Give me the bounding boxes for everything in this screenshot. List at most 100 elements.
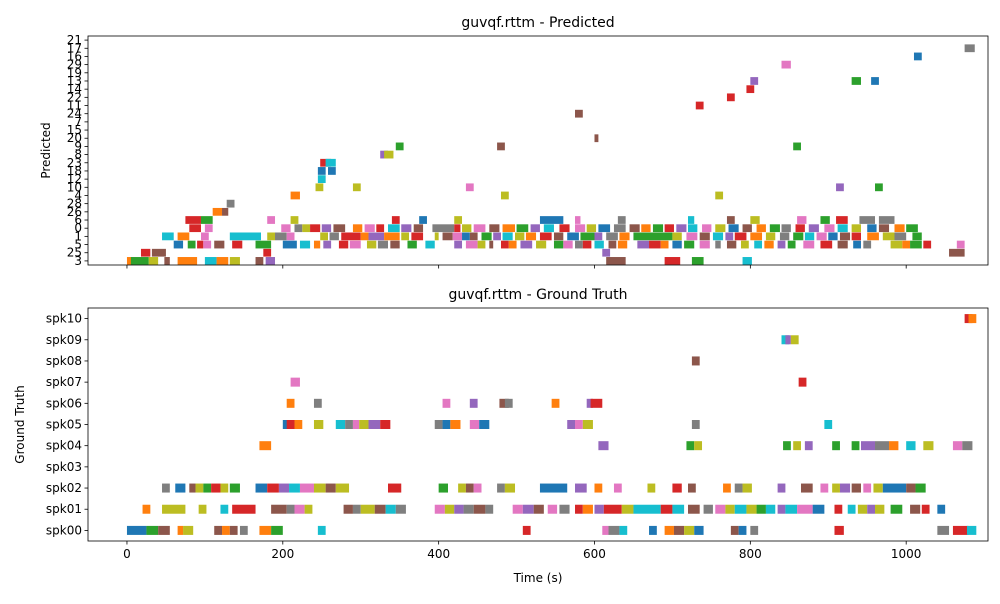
segment xyxy=(964,44,975,53)
segment xyxy=(259,441,272,451)
segment xyxy=(824,224,835,233)
y-tick-label: spk01 xyxy=(46,502,82,516)
segment xyxy=(867,224,877,233)
segment xyxy=(222,525,230,535)
x-tick-label: 600 xyxy=(583,547,606,561)
y-tick-label: 26 xyxy=(67,205,82,219)
segment xyxy=(860,441,876,451)
segment xyxy=(434,504,445,514)
segment xyxy=(575,240,583,249)
segment xyxy=(804,232,815,241)
segment xyxy=(313,420,324,429)
segment xyxy=(384,232,400,241)
segment xyxy=(395,142,404,151)
segment xyxy=(317,175,326,184)
y-tick-label: spk10 xyxy=(46,312,82,326)
segment xyxy=(452,232,463,241)
segment xyxy=(851,441,860,451)
segment xyxy=(764,240,774,249)
segment xyxy=(469,420,480,429)
segment xyxy=(756,504,766,514)
segment xyxy=(473,224,486,233)
segment xyxy=(629,224,640,233)
segment xyxy=(289,483,300,493)
segment xyxy=(395,504,406,514)
segment xyxy=(875,183,883,192)
x-tick-label: 800 xyxy=(739,547,762,561)
segment xyxy=(824,420,833,429)
segment xyxy=(352,420,360,429)
segment xyxy=(220,483,229,493)
segment xyxy=(302,224,311,233)
segment xyxy=(777,483,786,493)
segment xyxy=(530,224,540,233)
segment xyxy=(553,232,564,241)
segment xyxy=(742,257,752,265)
y-axis-label: Ground Truth xyxy=(13,385,27,463)
segment xyxy=(882,232,895,241)
segment xyxy=(637,240,650,249)
segment xyxy=(851,77,861,85)
segment xyxy=(664,224,674,233)
segment xyxy=(878,224,890,233)
segment xyxy=(320,158,326,167)
segment xyxy=(502,232,513,241)
segment xyxy=(281,224,291,233)
segment xyxy=(130,257,149,265)
segment xyxy=(598,441,609,451)
segment xyxy=(875,504,885,514)
segment xyxy=(688,483,696,493)
segment xyxy=(837,240,848,249)
segment xyxy=(547,504,558,514)
segment xyxy=(836,183,844,192)
segment xyxy=(647,483,656,493)
y-tick-label: 20 xyxy=(67,131,82,145)
segment xyxy=(575,420,583,429)
segment xyxy=(321,224,332,233)
y-tick-label: 29 xyxy=(67,58,82,72)
segment xyxy=(820,240,833,249)
segment xyxy=(500,191,509,200)
segment xyxy=(328,167,336,175)
segment xyxy=(952,441,963,451)
segment xyxy=(539,216,564,224)
y-tick-label: 0 xyxy=(74,221,82,235)
segment xyxy=(890,504,903,514)
segment xyxy=(175,483,186,493)
axes-frame xyxy=(87,35,989,266)
y-tick-label: spk02 xyxy=(46,481,82,495)
segment xyxy=(335,483,350,493)
y-tick-label: spk06 xyxy=(46,396,82,410)
segment xyxy=(515,232,525,241)
segment xyxy=(594,240,604,249)
segment xyxy=(290,377,300,387)
segment xyxy=(364,224,375,233)
y-tick-label: 5 xyxy=(74,238,82,252)
segment xyxy=(267,483,279,493)
y-tick-label: 21 xyxy=(67,33,82,47)
y-tick-label: 10 xyxy=(67,180,82,194)
segment xyxy=(173,240,184,249)
segment xyxy=(785,504,798,514)
segment xyxy=(699,240,710,249)
segments-0 xyxy=(126,44,975,265)
segment xyxy=(481,232,492,241)
segment xyxy=(226,199,235,208)
segment xyxy=(473,483,482,493)
segment xyxy=(715,224,726,233)
segment xyxy=(894,224,905,233)
segment xyxy=(450,420,461,429)
segment xyxy=(567,232,579,241)
segment xyxy=(820,483,829,493)
segment xyxy=(746,504,757,514)
segment xyxy=(329,232,339,241)
segment xyxy=(613,483,622,493)
segment xyxy=(765,232,776,241)
segment xyxy=(619,232,630,241)
segment xyxy=(407,240,417,249)
segment xyxy=(294,504,305,514)
segment xyxy=(777,240,786,249)
segment xyxy=(485,504,494,514)
segment xyxy=(390,240,400,249)
